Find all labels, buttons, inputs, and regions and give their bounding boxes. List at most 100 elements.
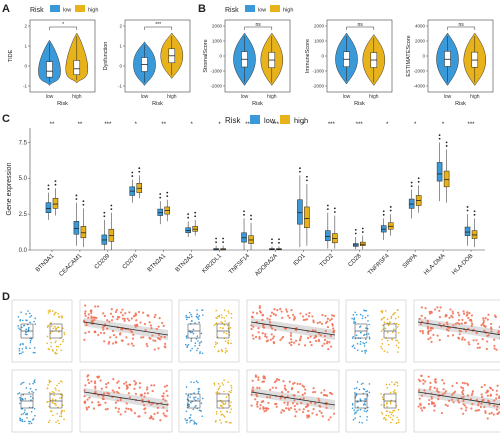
scatter-point <box>103 314 106 318</box>
scatter-point <box>87 330 91 333</box>
scatter-point <box>90 320 93 323</box>
mini-jitter-point <box>29 387 32 390</box>
mini-jitter-point <box>224 402 227 404</box>
scatter-point <box>308 415 311 418</box>
mini-jitter-point <box>195 404 197 407</box>
scatter-point <box>145 342 148 346</box>
scatter-point <box>146 344 149 348</box>
scatter-point <box>460 322 463 325</box>
scatter-point <box>280 411 283 414</box>
scatter-point <box>114 406 117 409</box>
scatter-point <box>468 343 471 346</box>
scatter-point <box>309 341 312 344</box>
scatter-point <box>90 380 93 383</box>
mini-jitter-point <box>218 316 221 318</box>
scatter-point <box>321 415 324 418</box>
scatter-point <box>297 343 301 346</box>
mini-jitter-point <box>63 331 66 334</box>
mini-jitter-point <box>223 317 225 319</box>
scatter-point <box>282 335 285 339</box>
scatter-point <box>135 319 138 322</box>
scatter-point <box>493 344 496 347</box>
scatter-point <box>290 406 293 410</box>
scatter-point <box>457 336 460 339</box>
y-tick-label: 4000 <box>415 24 426 29</box>
scatter-point <box>464 330 468 333</box>
scatter-point <box>149 324 153 327</box>
mini-jitter-point <box>225 347 227 350</box>
mini-jitter-point <box>382 328 384 331</box>
scatter-point <box>87 381 91 385</box>
mini-jitter-point <box>225 421 227 423</box>
scatter-point <box>269 314 272 318</box>
mini-jitter-point <box>388 322 391 324</box>
scatter-point <box>163 385 167 388</box>
x-axis-label: Risk <box>455 101 466 107</box>
scatter-point <box>126 385 129 388</box>
scatter-point <box>105 386 108 389</box>
mini-jitter-point <box>49 338 52 340</box>
scatter-point <box>454 322 457 325</box>
mini-jitter-point <box>56 412 59 415</box>
scatter-point <box>324 321 328 325</box>
scatter-point <box>287 390 290 394</box>
mini-jitter-point <box>190 401 192 404</box>
scatter-point <box>102 395 105 398</box>
mini-jitter-point <box>193 398 196 400</box>
scatter-point <box>488 412 491 415</box>
mini-jitter-point <box>199 342 201 344</box>
mini-jitter-point <box>359 313 362 316</box>
y-axis-label: ImmuneScore <box>305 39 311 73</box>
scatter-point <box>305 313 308 316</box>
mini-jitter-point <box>397 331 400 334</box>
scatter-point <box>462 412 465 415</box>
scatter-point <box>257 378 260 381</box>
mini-jitter-point <box>48 380 51 383</box>
scatter-point <box>306 414 309 417</box>
scatter-point <box>82 319 86 322</box>
scatter-point <box>99 331 103 335</box>
mini-jitter-point <box>353 317 356 319</box>
scatter-point <box>421 409 424 412</box>
mini-jitter-point <box>50 345 52 348</box>
outlier-point <box>333 207 336 210</box>
mini-jitter-point <box>230 389 233 392</box>
mini-jitter-point <box>47 312 50 314</box>
mini-jitter-point <box>47 384 49 386</box>
scatter-point <box>462 399 465 402</box>
x-tick-label: CD276 <box>122 253 140 271</box>
scatter-point <box>435 389 439 393</box>
mini-jitter-point <box>218 314 221 317</box>
scatter-point <box>479 405 483 409</box>
regression-line <box>417 391 500 406</box>
scatter-point <box>441 393 444 396</box>
scatter-point <box>432 402 436 405</box>
scatter-point <box>311 412 314 415</box>
mini-jitter-point <box>215 410 218 413</box>
scatter-point <box>153 412 156 416</box>
outlier-point <box>110 208 113 210</box>
mini-jitter-point <box>63 333 66 336</box>
scatter-point <box>495 397 498 400</box>
mini-jitter-point <box>197 316 199 318</box>
x-tick-label: CD209 <box>94 253 112 271</box>
mini-jitter-point <box>197 318 200 320</box>
scatter-point <box>164 399 167 402</box>
scatter-point <box>446 323 449 326</box>
scatter-point <box>272 335 276 338</box>
scatter-point <box>84 384 87 387</box>
mini-jitter-point <box>356 410 358 412</box>
scatter-point <box>493 314 497 317</box>
scatter-point <box>118 386 121 390</box>
scatter-point <box>250 324 253 327</box>
scatter-point <box>262 406 265 409</box>
mini-jitter-point <box>351 403 354 405</box>
mini-jitter-point <box>197 390 200 393</box>
scatter-point <box>139 321 142 324</box>
mini-jitter-point <box>29 321 31 324</box>
mini-jitter-point <box>198 387 200 390</box>
y-tick-label: 2000 <box>415 39 426 44</box>
outlier-point <box>299 167 301 170</box>
outlier-point <box>438 134 441 137</box>
